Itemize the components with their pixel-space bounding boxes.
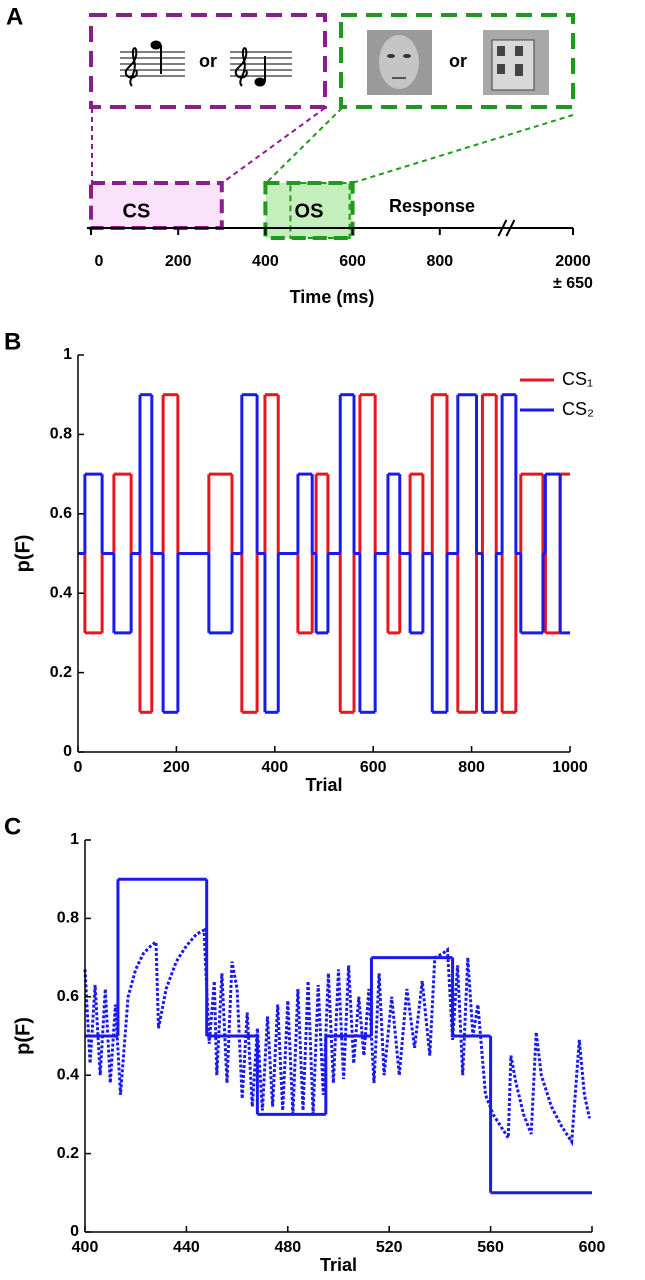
y-axis-label: p(F) <box>12 535 34 573</box>
panel-label: C <box>4 813 21 840</box>
tick-note: ± 650 <box>553 275 593 292</box>
x-tick-label: 400 <box>252 253 279 270</box>
panel-label: B <box>4 328 21 355</box>
x-tick-label: 600 <box>579 1239 606 1256</box>
event-label: CS <box>123 200 151 222</box>
connector <box>351 114 574 184</box>
x-axis-label: Trial <box>320 1255 357 1275</box>
x-tick-label: 800 <box>458 759 485 776</box>
y-tick-label: 0.6 <box>57 988 79 1005</box>
x-tick-label: 1000 <box>552 759 588 776</box>
x-tick-label: 600 <box>339 253 366 270</box>
y-tick-label: 0.8 <box>50 426 72 443</box>
music-high <box>120 40 185 87</box>
x-tick-label: 200 <box>165 253 192 270</box>
response-label: Response <box>389 196 475 216</box>
x-tick-label: 200 <box>163 759 190 776</box>
y-tick-label: 0 <box>63 743 72 760</box>
x-tick-label: 480 <box>274 1239 301 1256</box>
y-tick-label: 0.4 <box>50 584 72 601</box>
x-tick-label: 560 <box>477 1239 504 1256</box>
connector <box>265 107 343 184</box>
cs-stimulus-box <box>89 13 327 109</box>
panel-label: A <box>6 3 23 30</box>
event-inner-box <box>289 182 351 239</box>
event-box <box>89 181 224 230</box>
x-tick-label: 600 <box>360 759 387 776</box>
x-tick-label: 400 <box>72 1239 99 1256</box>
y-axis-label: p(F) <box>12 1017 34 1055</box>
x-tick-label: 440 <box>173 1239 200 1256</box>
os-stimulus-box <box>339 13 575 109</box>
x-tick-label: 0 <box>74 759 83 776</box>
axis-break <box>497 219 508 237</box>
x-tick-label: 400 <box>261 759 288 776</box>
y-tick-label: 1 <box>63 346 72 363</box>
y-tick-label: 0.4 <box>57 1066 79 1083</box>
face-image <box>367 30 432 95</box>
choice-word: or <box>199 51 217 71</box>
axis-break <box>505 219 516 237</box>
x-tick-label: 520 <box>376 1239 403 1256</box>
x-tick-label: 800 <box>426 253 453 270</box>
y-tick-label: 0.8 <box>57 910 79 927</box>
legend-label: CS₂ <box>562 399 594 419</box>
x-tick-label: 2000 <box>555 253 591 270</box>
legend-label: CS₁ <box>562 369 593 389</box>
y-tick-label: 1 <box>70 831 79 848</box>
house-image <box>483 30 549 95</box>
music-low <box>230 47 292 87</box>
event-label: OS <box>295 200 324 222</box>
x-axis-label: Trial <box>305 775 342 795</box>
line-series <box>83 927 591 1147</box>
connector <box>221 107 326 184</box>
x-tick-label: 0 <box>95 253 104 270</box>
panel-a-art <box>89 13 575 184</box>
y-tick-label: 0 <box>70 1223 79 1240</box>
x-axis-label: Time (ms) <box>290 287 375 307</box>
choice-word: or <box>449 51 467 71</box>
y-tick-label: 0.2 <box>57 1145 79 1162</box>
y-tick-label: 0.2 <box>50 664 72 681</box>
y-tick-label: 0.6 <box>50 505 72 522</box>
